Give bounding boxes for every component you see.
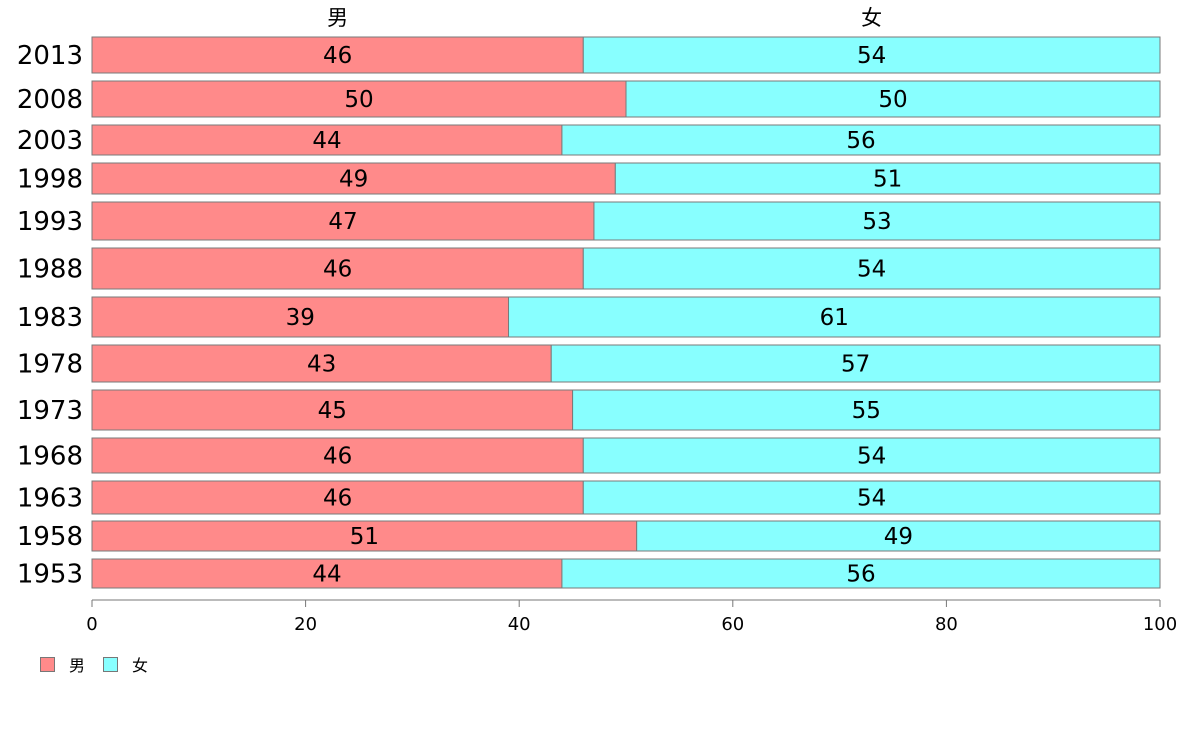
bar-segment-female (582, 36, 1161, 74)
year-label: 1973 (17, 396, 83, 426)
x-tick-label: 80 (935, 614, 958, 635)
bar-segment-female (582, 437, 1161, 474)
bar-segment-male (91, 36, 584, 74)
legend-label-male: 男 (69, 656, 86, 675)
bars: 2013 46 54 2008 50 50 2003 44 56 1998 49 51 1993 47 53… (17, 36, 1161, 590)
bar-value-label: 49 (339, 167, 368, 193)
bar-segment-female (593, 201, 1161, 241)
bar-value-label: 55 (852, 398, 881, 424)
column-headers: 男女 (327, 6, 882, 30)
bar-value-label: 49 (884, 524, 913, 550)
year-label: 2003 (17, 126, 83, 156)
bar-segment-female (561, 124, 1161, 156)
legend-swatch-male (40, 656, 55, 672)
bar-segment-male (91, 80, 627, 118)
column-header-0: 男 (327, 6, 348, 30)
bar-segment-female (582, 247, 1161, 290)
bar-value-label: 53 (862, 209, 891, 235)
bar-value-label: 50 (878, 87, 907, 113)
year-label: 1988 (17, 255, 83, 285)
bar-segment-female (636, 520, 1161, 552)
x-axis: 0 20 40 60 80 100 (86, 599, 1177, 635)
year-label: 1963 (17, 484, 83, 514)
bar-value-label: 46 (323, 257, 352, 283)
bar-value-label: 50 (344, 87, 373, 113)
bar-segment-female (625, 80, 1161, 118)
bar-value-label: 54 (857, 444, 886, 470)
bar-value-label: 45 (318, 398, 347, 424)
bar-segment-male (91, 124, 563, 156)
year-label: 1968 (17, 442, 83, 472)
bar-segment-male (91, 437, 584, 474)
year-label: 1958 (17, 522, 83, 552)
bar-value-label: 54 (857, 43, 886, 69)
legend: 男 女 (40, 652, 166, 676)
bar-value-label: 46 (323, 486, 352, 512)
year-label: 1983 (17, 303, 83, 333)
bar-segment-female (508, 296, 1161, 338)
bar-value-label: 46 (323, 444, 352, 470)
bar-segment-male (91, 480, 584, 515)
bar-segment-male (91, 558, 563, 589)
bar-segment-male (91, 389, 574, 431)
bar-value-label: 51 (350, 524, 379, 550)
bar-segment-female (582, 480, 1161, 515)
year-label: 1998 (17, 165, 83, 195)
bar-segment-female (561, 558, 1161, 589)
bar-segment-male (91, 520, 638, 552)
bar-value-label: 44 (312, 128, 341, 154)
bar-value-label: 54 (857, 486, 886, 512)
bar-segment-male (91, 296, 510, 338)
bar-value-label: 56 (846, 562, 875, 588)
bar-value-label: 54 (857, 257, 886, 283)
x-tick-label: 60 (721, 614, 744, 635)
bar-value-label: 56 (846, 128, 875, 154)
bar-value-label: 57 (841, 352, 870, 378)
bar-value-label: 44 (312, 562, 341, 588)
column-header-1: 女 (861, 6, 882, 30)
bar-segment-female (572, 389, 1161, 431)
bar-value-label: 46 (323, 43, 352, 69)
bar-value-label: 51 (873, 167, 902, 193)
year-label: 1993 (17, 207, 83, 237)
year-label: 2013 (17, 41, 83, 71)
bar-value-label: 43 (307, 352, 336, 378)
x-tick-label: 100 (1143, 614, 1177, 635)
legend-swatch-female (103, 656, 119, 672)
legend-label-female: 女 (132, 656, 149, 675)
bar-value-label: 39 (286, 305, 315, 331)
x-tick-label: 0 (86, 614, 97, 635)
x-tick-label: 40 (508, 614, 531, 635)
bar-segment-male (91, 162, 616, 195)
year-label: 2008 (17, 85, 83, 115)
year-label: 1953 (17, 560, 83, 590)
bar-segment-female (550, 344, 1161, 383)
bar-value-label: 47 (328, 209, 357, 235)
year-label: 1978 (17, 350, 83, 380)
bar-value-label: 61 (820, 305, 849, 331)
bar-segment-female (614, 162, 1161, 195)
bar-segment-male (91, 201, 595, 241)
x-tick-label: 20 (294, 614, 317, 635)
